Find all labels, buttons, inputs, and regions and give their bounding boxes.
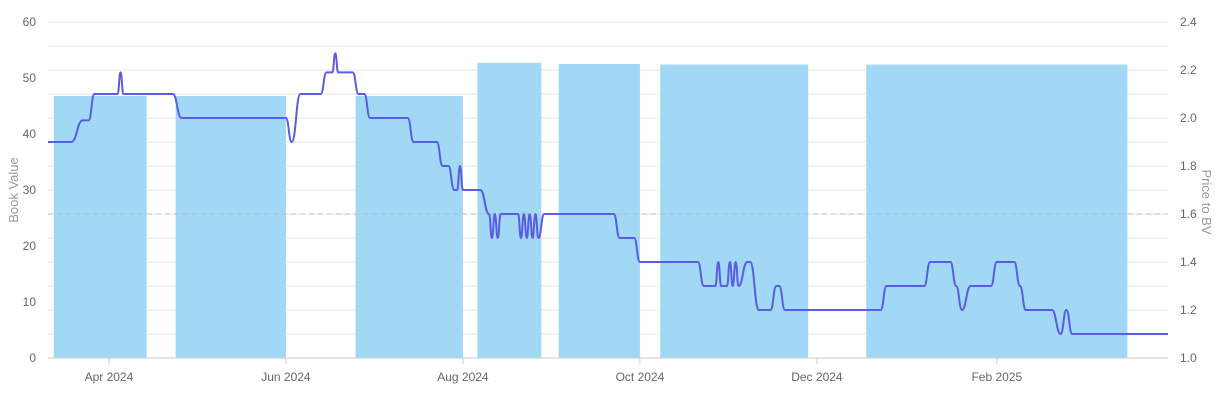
book-value-bar	[660, 64, 809, 358]
x-axis-ticks: Apr 2024 Jun 2024 Aug 2024 Oct 2024 Dec 2024…	[48, 357, 1168, 384]
book-value-bar	[175, 95, 286, 359]
book-value-bar	[477, 62, 542, 358]
left-tick-label: 60	[23, 15, 37, 29]
right-tick-label: 2.4	[1180, 15, 1197, 29]
right-axis-title: Price to BV	[1199, 169, 1214, 234]
x-tick-label: Jun 2024	[261, 370, 311, 384]
book-value-bar	[866, 64, 1128, 358]
left-tick-label: 30	[23, 183, 37, 197]
right-tick-label: 1.2	[1180, 303, 1197, 317]
x-tick-label: Oct 2024	[616, 370, 665, 384]
x-tick-label: Apr 2024	[85, 370, 134, 384]
book-value-bars	[53, 62, 1128, 359]
left-tick-label: 0	[29, 351, 36, 365]
left-axis-ticks: 0 10 20 30 40 50 60	[23, 15, 37, 365]
right-tick-label: 1.6	[1180, 207, 1197, 221]
right-tick-label: 2.0	[1180, 111, 1197, 125]
price-to-bv-line	[48, 52, 1168, 336]
book-value-bar	[355, 95, 463, 359]
right-tick-label: 1.4	[1180, 255, 1197, 269]
right-axis-ticks: 1.0 1.2 1.4 1.6 1.8 2.0 2.2 2.4	[1180, 15, 1197, 365]
left-axis-title: Book Value	[6, 157, 21, 223]
left-tick-label: 50	[23, 71, 37, 85]
x-tick-label: Feb 2025	[971, 370, 1022, 384]
right-tick-label: 1.8	[1180, 159, 1197, 173]
book-value-bar	[558, 64, 640, 358]
left-tick-label: 20	[23, 239, 37, 253]
x-tick-label: Aug 2024	[437, 370, 489, 384]
left-tick-label: 40	[23, 127, 37, 141]
left-tick-label: 10	[23, 295, 37, 309]
book-value-bar	[53, 95, 147, 359]
x-tick-label: Dec 2024	[791, 370, 843, 384]
right-tick-label: 1.0	[1180, 351, 1197, 365]
right-tick-label: 2.2	[1180, 63, 1197, 77]
